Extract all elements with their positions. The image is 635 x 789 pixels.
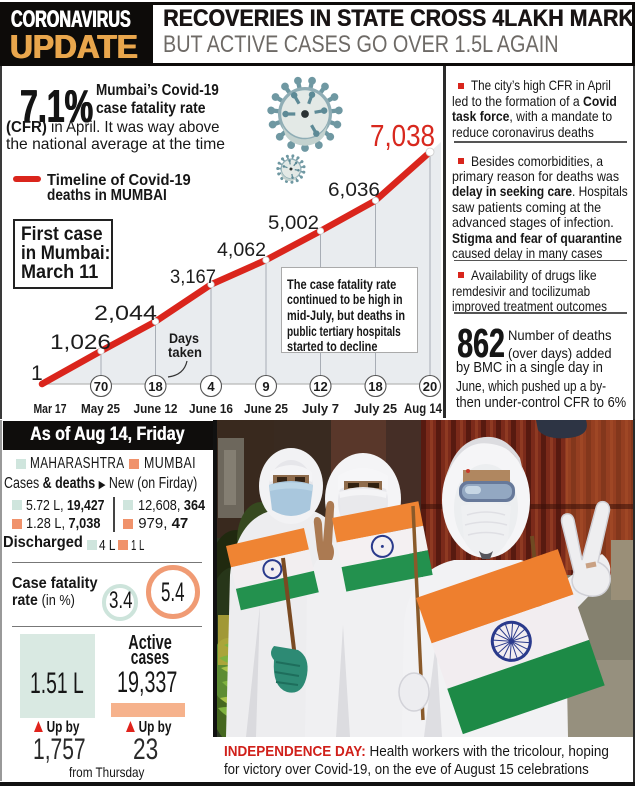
svg-text:taken: taken: [168, 345, 202, 360]
svg-text:70: 70: [94, 379, 108, 394]
svg-text:1,026: 1,026: [50, 331, 111, 354]
svg-text:1: 1: [31, 362, 43, 385]
svg-text:4: 4: [207, 379, 215, 394]
svg-text:18: 18: [368, 379, 382, 394]
svg-text:3,167: 3,167: [170, 267, 216, 288]
svg-text:7,038: 7,038: [370, 118, 435, 153]
svg-text:May 25: May 25: [81, 402, 120, 416]
svg-text:June 12: June 12: [134, 402, 178, 416]
svg-text:Days: Days: [169, 331, 199, 346]
svg-text:12: 12: [313, 379, 327, 394]
svg-text:Aug 14: Aug 14: [404, 401, 442, 416]
svg-text:June 16: June 16: [189, 402, 233, 416]
svg-text:20: 20: [423, 379, 437, 394]
svg-text:July 7: July 7: [302, 402, 339, 416]
svg-text:Mar 17: Mar 17: [34, 402, 67, 416]
svg-text:July 25: July 25: [354, 402, 397, 416]
svg-text:2,044: 2,044: [94, 302, 157, 325]
svg-text:5,002: 5,002: [268, 212, 319, 234]
svg-text:9: 9: [262, 379, 269, 394]
svg-text:June 25: June 25: [244, 402, 288, 416]
svg-text:4,062: 4,062: [217, 240, 266, 261]
svg-text:18: 18: [148, 379, 162, 394]
svg-text:6,036: 6,036: [328, 179, 380, 201]
